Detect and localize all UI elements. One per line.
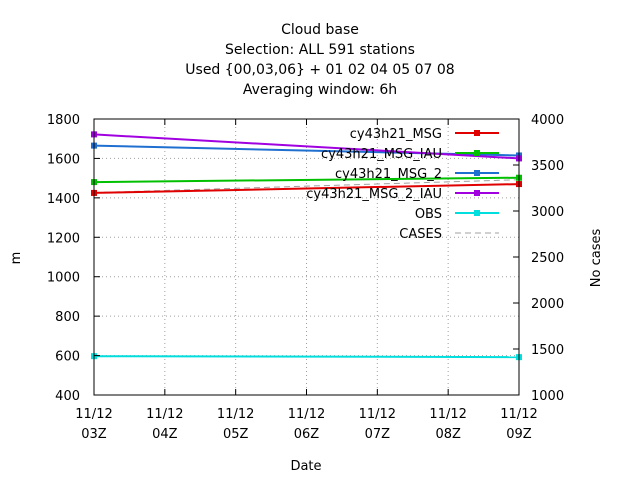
title-line: Averaging window: 6h: [243, 82, 397, 98]
x-tick-label: 04Z: [152, 427, 178, 442]
y-tick-label: 1800: [47, 113, 80, 128]
legend-label: CASES: [399, 227, 442, 242]
legend-label: OBS: [415, 207, 442, 222]
legend-marker: [474, 170, 480, 176]
legend-marker: [474, 130, 480, 136]
legend-marker: [474, 210, 480, 216]
x-tick-label: 11/12: [146, 407, 183, 422]
y2-tick-label: 4000: [531, 113, 564, 128]
y2-tick-label: 2500: [531, 251, 564, 266]
legend-marker: [474, 190, 480, 196]
y2-tick-label: 1000: [531, 389, 564, 404]
y-tick-label: 1200: [47, 231, 80, 246]
legend-label: cy43h21_MSG_2: [335, 167, 442, 182]
x-axis-label: Date: [290, 459, 321, 474]
x-tick-label: 08Z: [435, 427, 461, 442]
y2-tick-label: 3500: [531, 159, 564, 174]
y-axis-label: m: [9, 252, 24, 265]
grid: [94, 119, 519, 395]
x-tick-label: 06Z: [294, 427, 320, 442]
x-tick-label: 11/12: [288, 407, 325, 422]
x-tick-label: 07Z: [365, 427, 391, 442]
legend-marker: [474, 150, 480, 156]
title-line: Cloud base: [281, 22, 359, 38]
x-tick-label: 11/12: [75, 407, 112, 422]
title-line: Used {00,03,06} + 01 02 04 05 07 08: [185, 62, 454, 78]
series-layer: [91, 131, 522, 361]
y-tick-label: 1000: [47, 271, 80, 286]
y-tick-label: 400: [55, 389, 80, 404]
legend: cy43h21_MSG cy43h21_MSG_IAU cy43h21_MSG_2c…: [306, 127, 499, 242]
y-tick-label: 800: [55, 310, 80, 325]
title-line: Selection: ALL 591 stations: [225, 42, 415, 58]
x-tick-label: 05Z: [223, 427, 249, 442]
plot-frame: [93, 118, 520, 396]
x-tick-label: 09Z: [506, 427, 532, 442]
x-tick-label: 11/12: [217, 407, 254, 422]
legend-label: cy43h21_MSG_IAU: [321, 147, 442, 162]
y-tick-label: 1600: [47, 152, 80, 167]
y-tick-label: 1400: [47, 192, 80, 207]
series-line-obs: [93, 355, 520, 359]
x-tick-label: 03Z: [81, 427, 107, 442]
axis-ticks: 400 600 800 1000 1200 1400 1600 1800 1000 1500 200…: [47, 113, 564, 442]
y2-axis-label: No cases: [589, 229, 604, 288]
series-line-cy43h21-msg-2-iau: [93, 133, 520, 160]
series-line-cy43h21-msg-iau: [93, 176, 520, 184]
legend-label: cy43h21_MSG: [350, 127, 442, 142]
y-tick-label: 600: [55, 350, 80, 365]
y2-tick-label: 2000: [531, 297, 564, 312]
y2-tick-label: 1500: [531, 343, 564, 358]
x-tick-label: 11/12: [500, 407, 537, 422]
series-line-cy43h21-msg: [93, 183, 520, 194]
x-tick-label: 11/12: [429, 407, 466, 422]
y2-tick-label: 3000: [531, 205, 564, 220]
legend-label: cy43h21_MSG_2_IAU: [306, 187, 442, 202]
x-tick-label: 11/12: [359, 407, 396, 422]
chart-title: Cloud base Selection: ALL 591 stations Use…: [185, 22, 454, 98]
